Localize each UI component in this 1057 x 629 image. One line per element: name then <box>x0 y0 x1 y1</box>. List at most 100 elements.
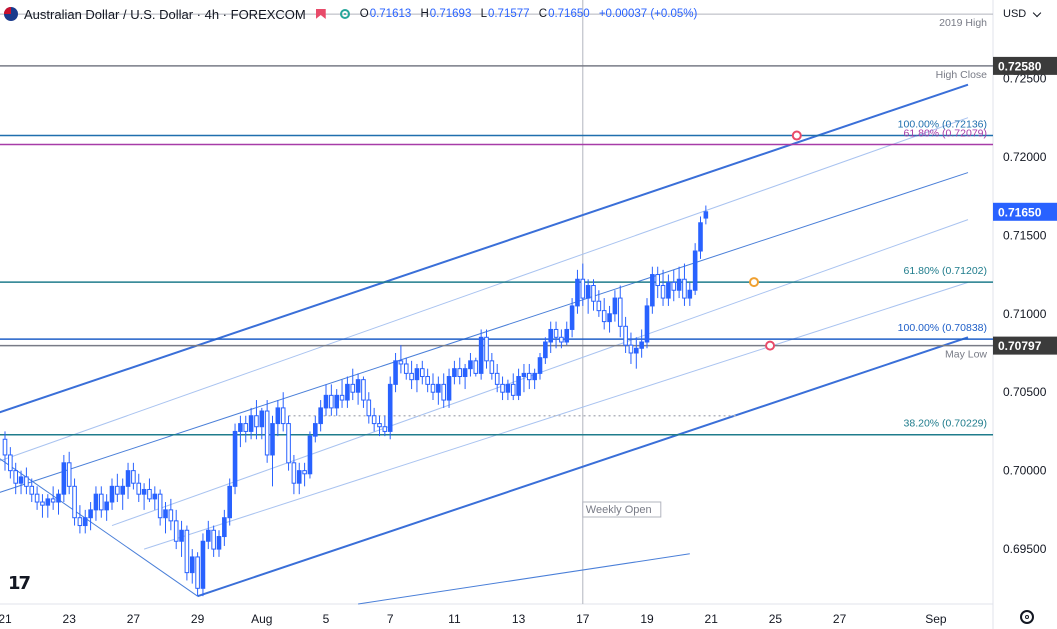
candle-body[interactable] <box>446 376 452 401</box>
fan-line[interactable] <box>358 553 690 605</box>
candle-body[interactable] <box>296 470 302 484</box>
gear-icon[interactable] <box>1020 610 1034 624</box>
candle-body[interactable] <box>318 407 323 425</box>
candle-body[interactable] <box>355 379 361 393</box>
candle-body[interactable] <box>115 485 120 495</box>
candle-body[interactable] <box>564 328 570 343</box>
candle-body[interactable] <box>628 344 634 354</box>
candle-body[interactable] <box>510 383 516 396</box>
candle-body[interactable] <box>489 360 495 374</box>
candle-body[interactable] <box>264 410 270 456</box>
candle-body[interactable] <box>516 376 521 396</box>
candle-body[interactable] <box>259 410 265 428</box>
candle-body[interactable] <box>323 394 329 409</box>
candle-body[interactable] <box>585 285 591 299</box>
candle-body[interactable] <box>569 305 575 330</box>
candle-body[interactable] <box>457 368 463 378</box>
candle-body[interactable] <box>527 372 532 381</box>
candle-body[interactable] <box>77 517 83 527</box>
candle-body[interactable] <box>671 281 677 291</box>
candle-body[interactable] <box>676 278 682 291</box>
candle-body[interactable] <box>254 415 259 428</box>
candle-body[interactable] <box>468 360 473 370</box>
candle-body[interactable] <box>339 394 345 401</box>
channel-lower-line[interactable] <box>197 336 969 598</box>
candle-body[interactable] <box>473 360 479 374</box>
candle-body[interactable] <box>307 435 313 475</box>
level-marker[interactable] <box>749 277 759 288</box>
sell-flag-icon[interactable] <box>315 9 326 19</box>
candle-body[interactable] <box>607 313 612 323</box>
channel-mid-line[interactable] <box>143 281 969 550</box>
candle-body[interactable] <box>532 372 537 381</box>
candle-body[interactable] <box>548 328 554 343</box>
candle-body[interactable] <box>601 310 607 323</box>
candle-body[interactable] <box>617 297 623 327</box>
candle-body[interactable] <box>350 383 356 393</box>
candle-body[interactable] <box>45 498 51 506</box>
candle-body[interactable] <box>104 501 109 511</box>
candle-body[interactable] <box>29 485 35 495</box>
candle-body[interactable] <box>8 454 13 472</box>
candle-body[interactable] <box>393 360 398 385</box>
candle-body[interactable] <box>280 407 286 425</box>
candle-body[interactable] <box>40 501 45 506</box>
candle-body[interactable] <box>61 462 67 495</box>
channel-upper-line[interactable] <box>0 83 969 414</box>
candle-body[interactable] <box>634 347 639 354</box>
candle-body[interactable] <box>179 529 184 542</box>
candle-body[interactable] <box>291 462 297 484</box>
candle-body[interactable] <box>329 394 334 409</box>
candle-body[interactable] <box>157 493 163 519</box>
candle-body[interactable] <box>184 529 190 574</box>
candle-body[interactable] <box>698 222 703 252</box>
symbol-title[interactable]: Australian Dollar / U.S. Dollar · 4h · F… <box>24 6 306 22</box>
candle-body[interactable] <box>131 470 136 484</box>
candle-body[interactable] <box>334 394 339 409</box>
candle-body[interactable] <box>398 360 404 365</box>
candle-body[interactable] <box>655 274 661 287</box>
channel-mid-line[interactable] <box>0 172 969 495</box>
candle-body[interactable] <box>313 423 318 437</box>
candle-body[interactable] <box>452 368 457 378</box>
candle-body[interactable] <box>24 476 29 487</box>
candle-body[interactable] <box>56 493 61 503</box>
candle-body[interactable] <box>195 556 200 589</box>
candle-body[interactable] <box>248 415 254 432</box>
candle-body[interactable] <box>120 485 126 495</box>
candle-body[interactable] <box>687 289 693 299</box>
candle-body[interactable] <box>93 493 99 511</box>
candle-body[interactable] <box>666 281 671 299</box>
candle-body[interactable] <box>441 383 446 401</box>
candle-body[interactable] <box>173 520 179 542</box>
candle-body[interactable] <box>430 383 436 393</box>
candle-body[interactable] <box>141 488 147 495</box>
candle-body[interactable] <box>596 300 602 312</box>
candle-body[interactable] <box>371 415 377 425</box>
candle-body[interactable] <box>425 376 430 385</box>
candle-body[interactable] <box>136 482 142 495</box>
candle-body[interactable] <box>88 509 93 519</box>
candle-body[interactable] <box>200 540 206 589</box>
candle-body[interactable] <box>612 297 618 315</box>
candle-body[interactable] <box>99 493 104 511</box>
candle-body[interactable] <box>644 305 650 343</box>
candle-body[interactable] <box>366 399 372 417</box>
candle-body[interactable] <box>18 476 24 484</box>
candle-body[interactable] <box>409 372 414 381</box>
candle-body[interactable] <box>66 462 72 487</box>
fan-line[interactable] <box>0 455 198 597</box>
candle-body[interactable] <box>543 341 548 359</box>
candle-body[interactable] <box>377 423 382 428</box>
candle-body[interactable] <box>72 485 77 519</box>
tradingview-logo[interactable]: 17 <box>8 573 31 594</box>
candle-body[interactable] <box>387 383 393 432</box>
candle-body[interactable] <box>270 423 275 456</box>
candle-body[interactable] <box>462 368 468 378</box>
candle-body[interactable] <box>206 529 211 542</box>
level-marker[interactable] <box>791 130 802 141</box>
candle-body[interactable] <box>216 536 222 550</box>
candle-body[interactable] <box>275 407 281 425</box>
candle-body[interactable] <box>286 423 291 464</box>
